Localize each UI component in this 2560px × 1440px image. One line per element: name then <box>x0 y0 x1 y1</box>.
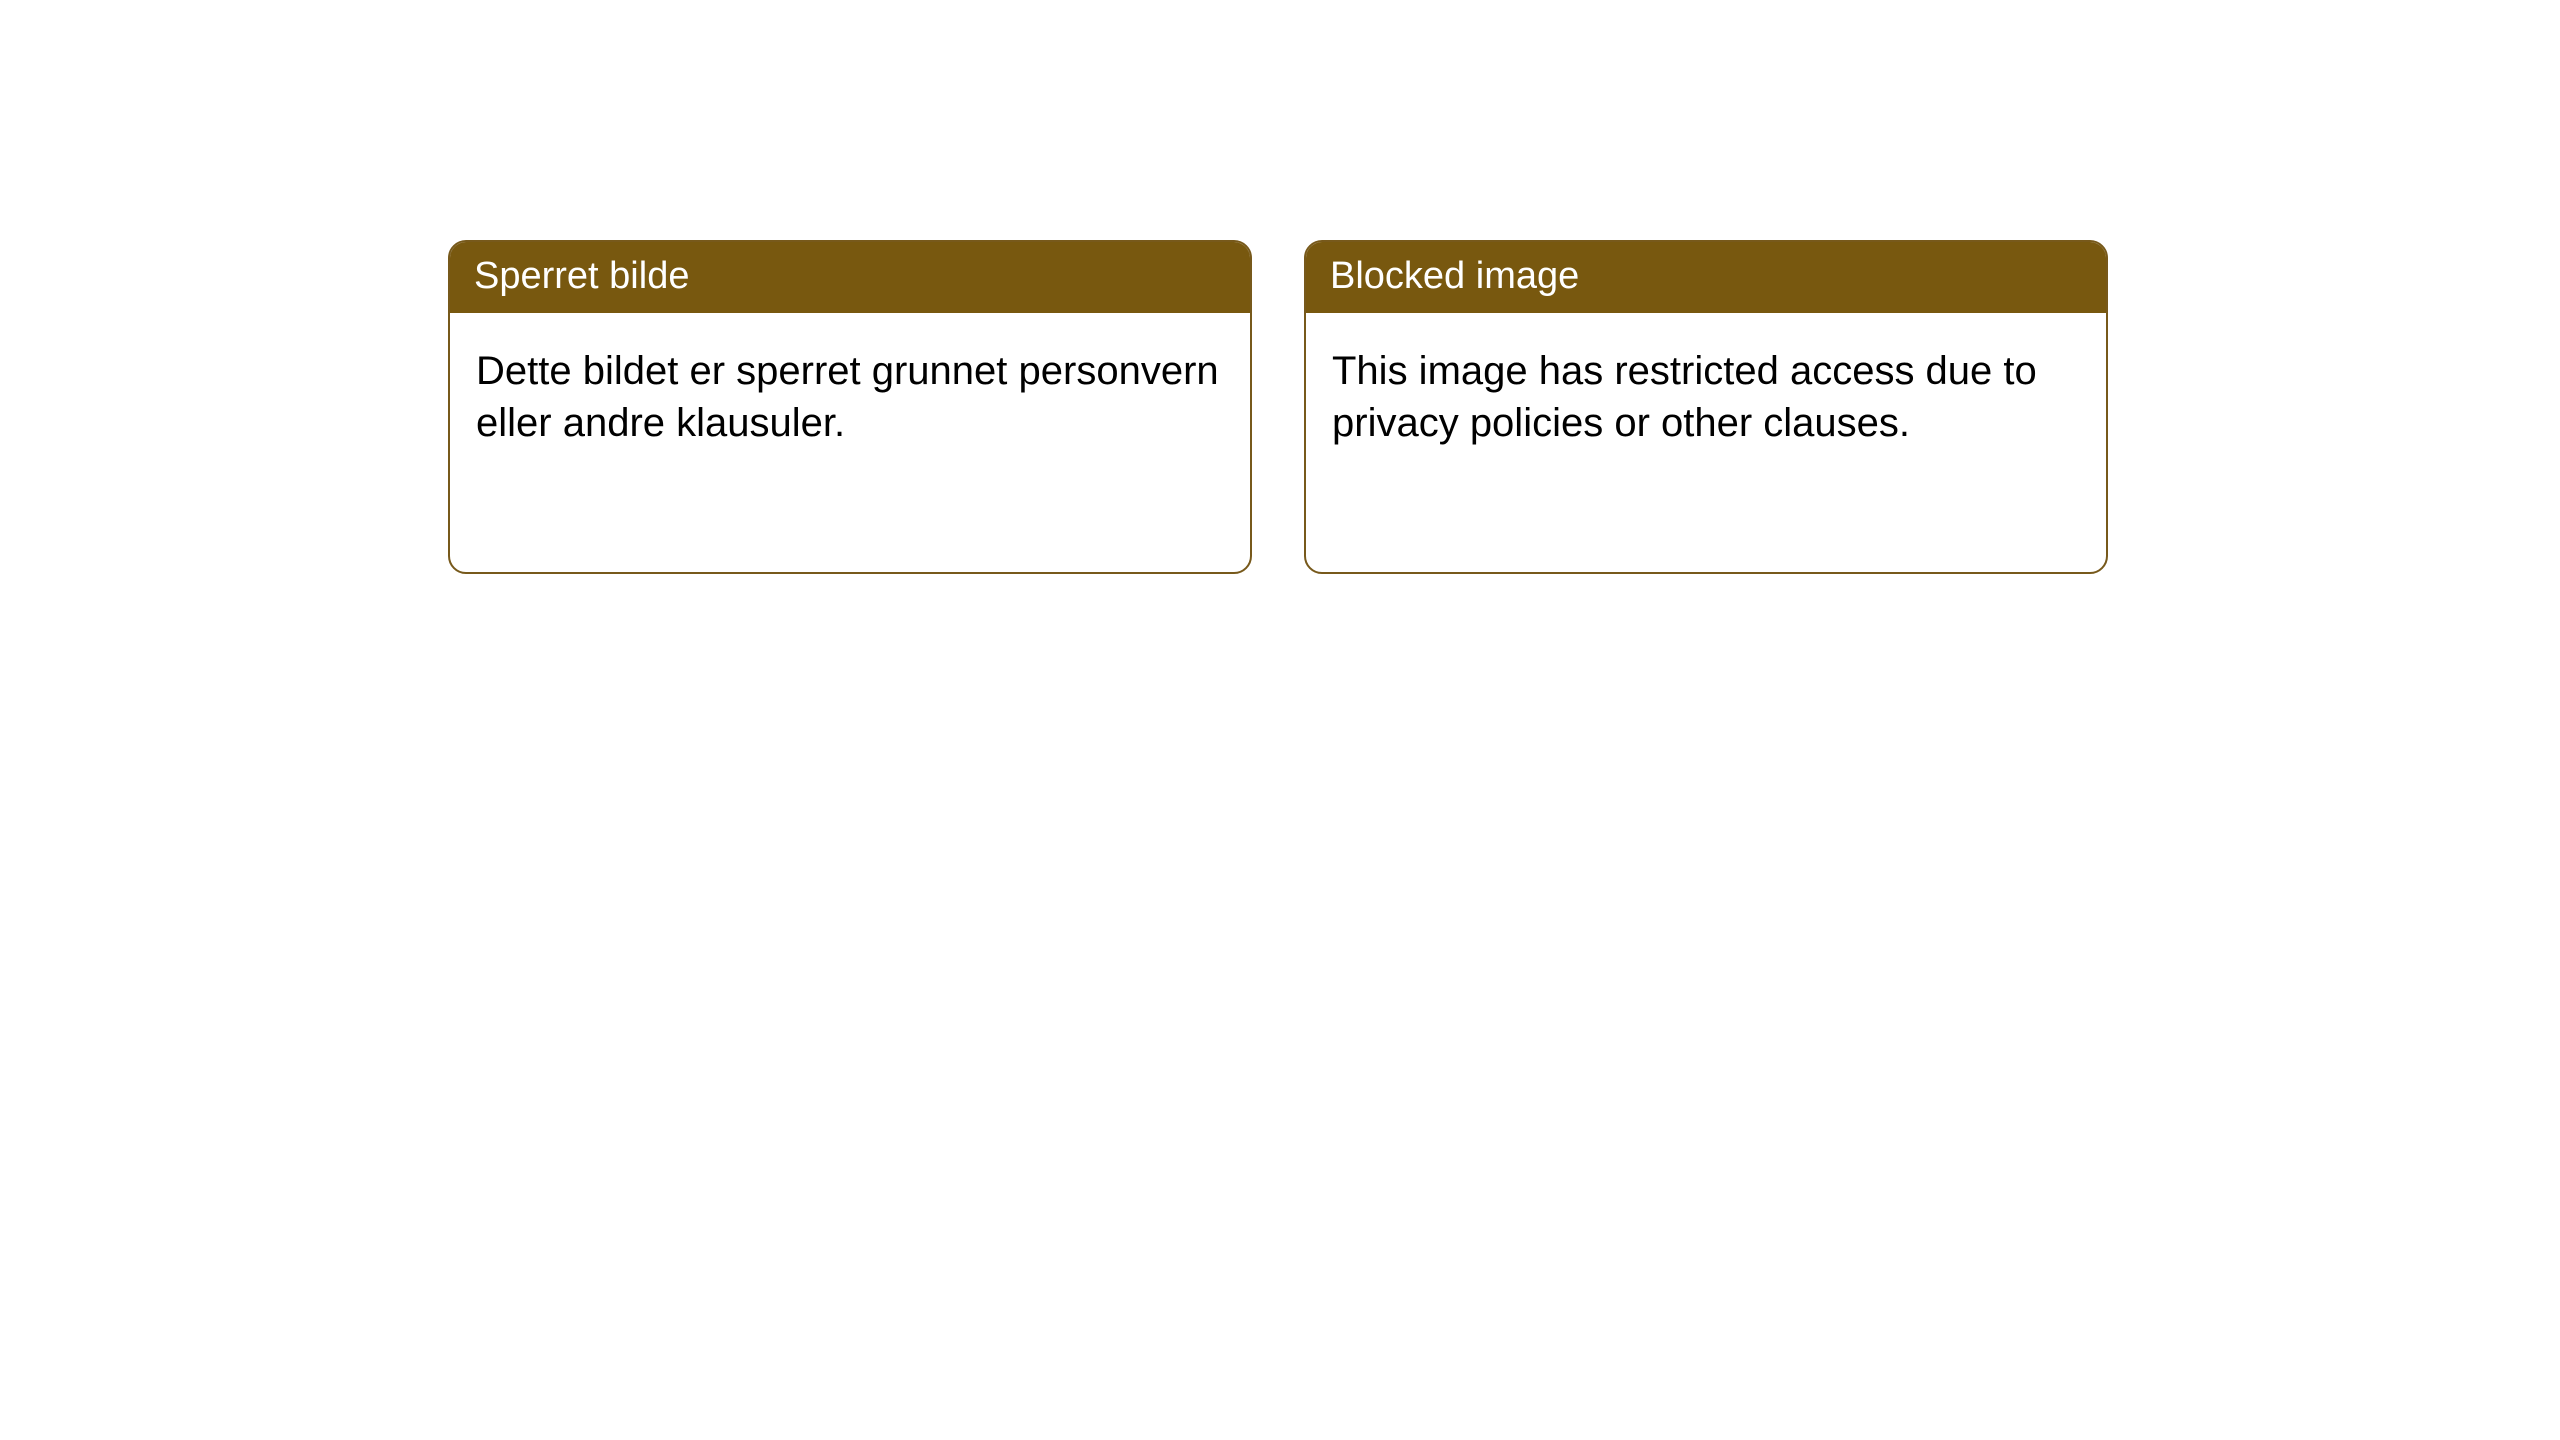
cards-container: Sperret bilde Dette bildet er sperret gr… <box>0 0 2560 574</box>
blocked-image-card-en: Blocked image This image has restricted … <box>1304 240 2108 574</box>
card-body-no: Dette bildet er sperret grunnet personve… <box>450 313 1250 469</box>
card-title-en: Blocked image <box>1306 242 2106 313</box>
blocked-image-card-no: Sperret bilde Dette bildet er sperret gr… <box>448 240 1252 574</box>
card-body-en: This image has restricted access due to … <box>1306 313 2106 469</box>
card-title-no: Sperret bilde <box>450 242 1250 313</box>
